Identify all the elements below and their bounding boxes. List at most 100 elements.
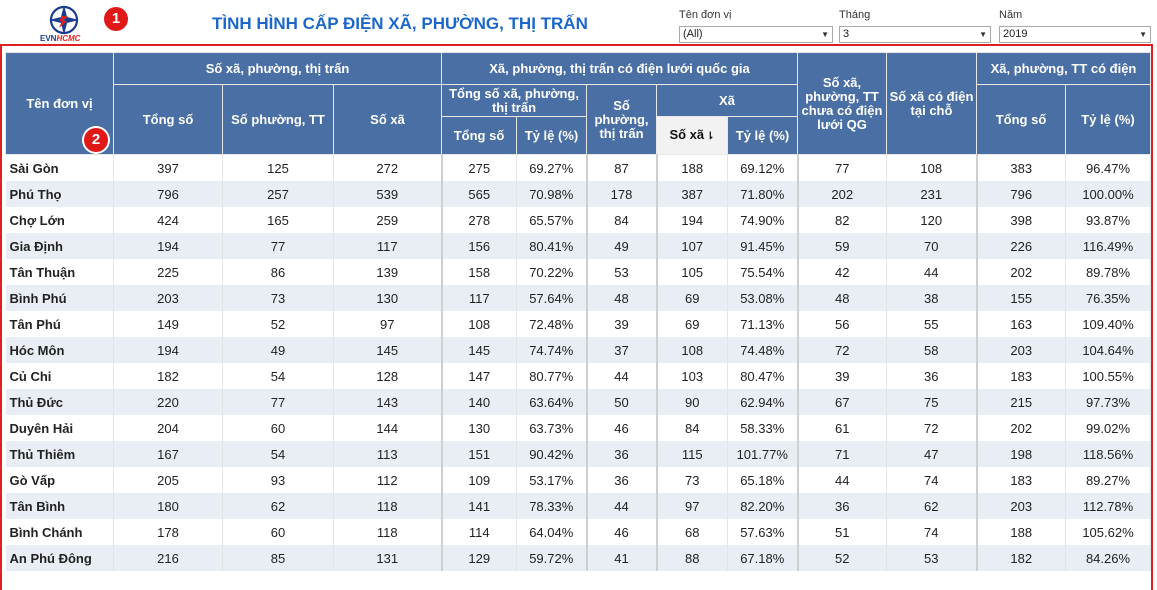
value-cell: 130 xyxy=(333,285,443,311)
value-cell: 202 xyxy=(976,259,1066,285)
sort-descending-icon[interactable]: ⇂ xyxy=(706,130,715,142)
header-g2-wards[interactable]: Số phường, thị trấn xyxy=(586,84,657,155)
value-cell: 103 xyxy=(656,363,728,389)
value-cell: 194 xyxy=(113,337,223,363)
value-cell: 54 xyxy=(222,363,334,389)
header-g3-total[interactable]: Tổng số xyxy=(976,84,1066,155)
header-g3-rate[interactable]: Tỷ lệ (%) xyxy=(1065,84,1151,155)
value-cell: 182 xyxy=(113,363,223,389)
value-cell: 147 xyxy=(441,363,517,389)
header-local-power[interactable]: Số xã có điện tại chỗ xyxy=(886,52,977,155)
value-cell: 37 xyxy=(586,337,658,363)
table-row[interactable]: Duyên Hải 204 60 144 130 63.73% 46 84 58.33% 61 72… xyxy=(5,415,1151,441)
header-no-grid[interactable]: Số xã, phường, TT chưa có điện lưới QG xyxy=(797,52,887,155)
table-row[interactable]: Chợ Lớn 424 165 259 278 65.57% 84 194 74.90% 82 12… xyxy=(5,207,1151,233)
table-row[interactable]: An Phú Đông 216 85 131 129 59.72% 41 88 67.18% 52… xyxy=(5,545,1151,571)
value-cell: 58 xyxy=(886,337,978,363)
value-cell: 104.64% xyxy=(1065,337,1151,363)
table-row[interactable]: Củ Chi 182 54 128 147 80.77% 44 103 80.47% 39 36 18… xyxy=(5,363,1151,389)
header-g2-total-group: Tổng số xã, phường, thị trấn xyxy=(441,84,587,117)
header-g1-total[interactable]: Tổng số xyxy=(113,84,223,155)
table-row[interactable]: Thủ Thiêm 167 54 113 151 90.42% 36 115 101.77% 71… xyxy=(5,441,1151,467)
value-cell: 163 xyxy=(976,311,1066,337)
value-cell: 84.26% xyxy=(1065,545,1151,571)
value-cell: 62 xyxy=(222,493,334,519)
filter-year-label: Năm xyxy=(999,9,1023,21)
table-row[interactable]: Bình Chánh 178 60 118 114 64.04% 46 68 57.63% 51 7… xyxy=(5,519,1151,545)
value-cell: 75.54% xyxy=(727,259,799,285)
table-row[interactable]: Bình Phú 203 73 130 117 57.64% 48 69 53.08% 48 38 1… xyxy=(5,285,1151,311)
year-select[interactable]: 2019 ▼ xyxy=(999,26,1151,43)
chevron-down-icon: ▼ xyxy=(1139,30,1147,39)
value-cell: 156 xyxy=(441,233,517,259)
value-cell: 129 xyxy=(441,545,517,571)
unit-name-cell: Củ Chi xyxy=(5,363,114,389)
value-cell: 70.22% xyxy=(516,259,588,285)
value-cell: 49 xyxy=(222,337,334,363)
value-cell: 275 xyxy=(441,154,517,181)
value-cell: 183 xyxy=(976,467,1066,493)
table-row[interactable]: Thủ Đức 220 77 143 140 63.64% 50 90 62.94% 67 75 21… xyxy=(5,389,1151,415)
chevron-down-icon: ▼ xyxy=(979,30,987,39)
value-cell: 85 xyxy=(222,545,334,571)
table-row[interactable]: Tân Thuận 225 86 139 158 70.22% 53 105 75.54% 42 4… xyxy=(5,259,1151,285)
table-row[interactable]: Tân Bình 180 62 118 141 78.33% 44 97 82.20% 36 62 2… xyxy=(5,493,1151,519)
value-cell: 198 xyxy=(976,441,1066,467)
table-row[interactable]: Gia Định 194 77 117 156 80.41% 49 107 91.45% 59 70… xyxy=(5,233,1151,259)
value-cell: 77 xyxy=(797,154,887,181)
value-cell: 194 xyxy=(113,233,223,259)
unit-name-cell: Bình Chánh xyxy=(5,519,114,545)
value-cell: 80.41% xyxy=(516,233,588,259)
value-cell: 116.49% xyxy=(1065,233,1151,259)
value-cell: 69 xyxy=(656,311,728,337)
value-cell: 188 xyxy=(976,519,1066,545)
value-cell: 36 xyxy=(886,363,978,389)
value-cell: 115 xyxy=(656,441,728,467)
header-g2-xa-count[interactable]: Số xã ⇂ xyxy=(656,116,728,155)
value-cell: 74 xyxy=(886,519,978,545)
value-cell: 108 xyxy=(441,311,517,337)
month-select[interactable]: 3 ▼ xyxy=(839,26,991,43)
table-row[interactable]: Sài Gòn 397 125 272 275 69.27% 87 188 69.12% 77 10… xyxy=(5,154,1151,181)
value-cell: 58.33% xyxy=(727,415,799,441)
header-group-powered: Xã, phường, TT có điện xyxy=(976,52,1151,85)
table-row[interactable]: Tân Phú 149 52 97 108 72.48% 39 69 71.13% 56 55 163… xyxy=(5,311,1151,337)
filter-unit: Tên đơn vị (All) ▼ xyxy=(679,9,833,43)
value-cell: 203 xyxy=(976,337,1066,363)
unit-name-cell: Thủ Thiêm xyxy=(5,441,114,467)
table-row[interactable]: Gò Vấp 205 93 112 109 53.17% 36 73 65.18% 44 74 183… xyxy=(5,467,1151,493)
header-g2-total[interactable]: Tổng số xyxy=(441,116,517,155)
value-cell: 46 xyxy=(586,519,658,545)
value-cell: 100.55% xyxy=(1065,363,1151,389)
value-cell: 97 xyxy=(333,311,443,337)
value-cell: 143 xyxy=(333,389,443,415)
filter-year: Năm 2019 ▼ xyxy=(999,9,1151,43)
value-cell: 44 xyxy=(886,259,978,285)
value-cell: 108 xyxy=(656,337,728,363)
value-cell: 397 xyxy=(113,154,223,181)
value-cell: 75 xyxy=(886,389,978,415)
unit-name-cell: Gò Vấp xyxy=(5,467,114,493)
value-cell: 93 xyxy=(222,467,334,493)
value-cell: 128 xyxy=(333,363,443,389)
value-cell: 73 xyxy=(222,285,334,311)
header-g1-communes[interactable]: Số xã xyxy=(333,84,442,155)
value-cell: 51 xyxy=(797,519,887,545)
value-cell: 220 xyxy=(113,389,223,415)
header-g1-wards[interactable]: Số phường, TT xyxy=(222,84,334,155)
value-cell: 60 xyxy=(222,415,334,441)
value-cell: 565 xyxy=(441,181,517,207)
value-cell: 59.72% xyxy=(516,545,588,571)
header-g2-xa-rate[interactable]: Tỷ lệ (%) xyxy=(727,116,798,155)
value-cell: 107 xyxy=(656,233,728,259)
value-cell: 71.80% xyxy=(727,181,799,207)
table-row[interactable]: Hóc Môn 194 49 145 145 74.74% 37 108 74.48% 72 58 2… xyxy=(5,337,1151,363)
unit-name-cell: Gia Định xyxy=(5,233,114,259)
header-g2-rate[interactable]: Tỷ lệ (%) xyxy=(516,116,587,155)
value-cell: 203 xyxy=(113,285,223,311)
unit-select[interactable]: (All) ▼ xyxy=(679,26,833,43)
table-row[interactable]: Phú Thọ 796 257 539 565 70.98% 178 387 71.80% 202… xyxy=(5,181,1151,207)
value-cell: 38 xyxy=(886,285,978,311)
value-cell: 82 xyxy=(797,207,887,233)
value-cell: 151 xyxy=(441,441,517,467)
